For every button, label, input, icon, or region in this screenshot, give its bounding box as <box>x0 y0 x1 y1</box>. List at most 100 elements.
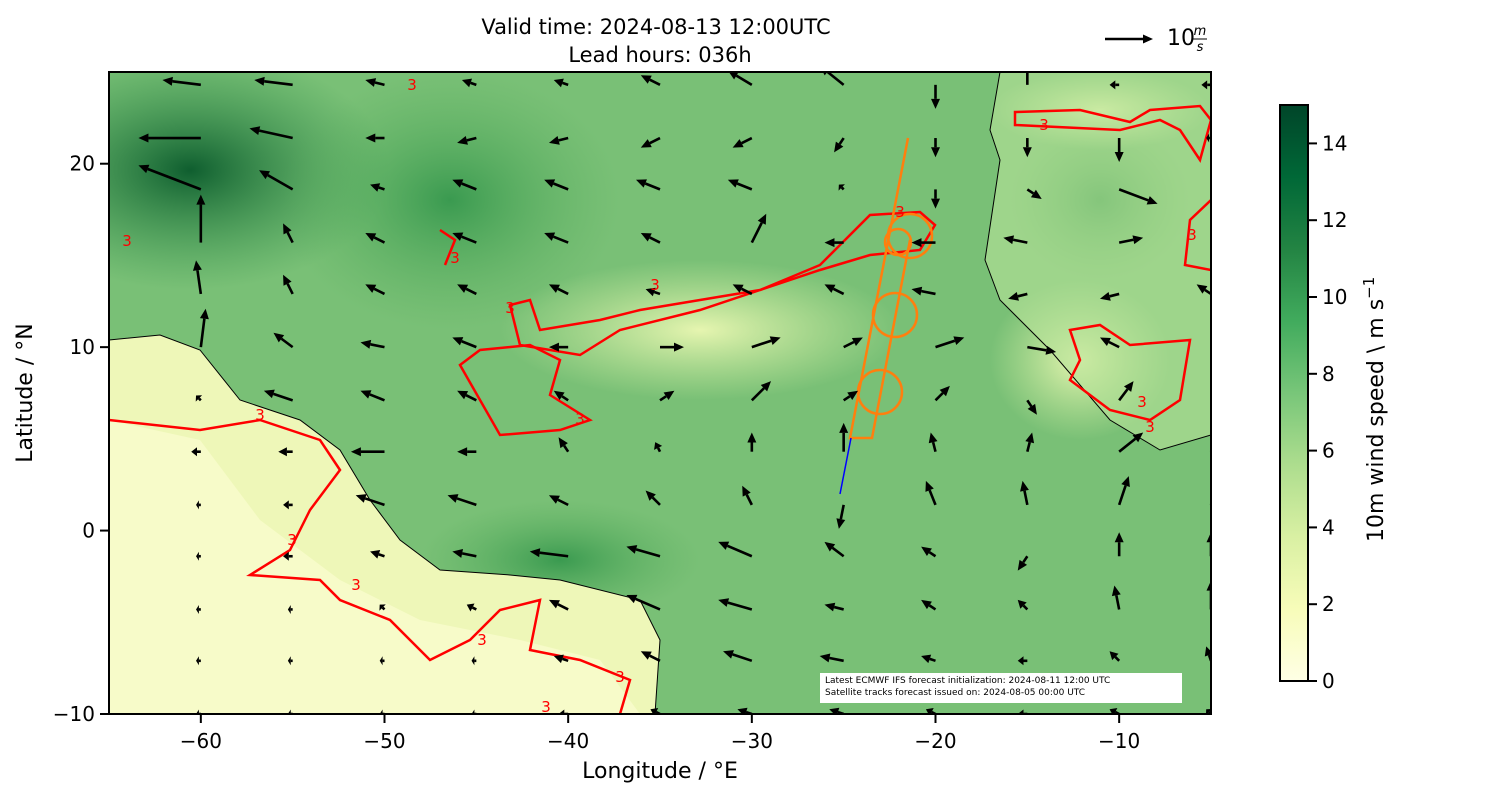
wind-arrow <box>640 232 661 244</box>
wind-arrow <box>278 447 293 457</box>
wind-arrow <box>640 136 661 148</box>
arrow-head <box>626 594 638 604</box>
arrow-shaft <box>1026 399 1033 408</box>
y-axis-label: Latitude / °N <box>13 323 38 462</box>
wind-arrow <box>842 390 859 402</box>
wind-arrow <box>654 442 663 453</box>
arrow-shaft <box>364 497 385 507</box>
arrow-shaft <box>840 186 845 191</box>
arrow-head <box>1220 376 1230 387</box>
arrow-head <box>457 136 468 145</box>
arrow-shaft <box>644 182 661 191</box>
y-tick-label: 20 <box>70 152 95 176</box>
wind-arrow <box>723 650 753 663</box>
arrow-head <box>452 179 464 188</box>
arrow-head <box>911 238 922 248</box>
wind-arrow <box>931 189 940 209</box>
arrow-shaft <box>196 270 203 295</box>
wind-arrow <box>1003 235 1028 245</box>
contour-label: 3 <box>122 232 132 250</box>
contour-labels: 3 3 3 3 3 3 3 3 3 3 3 3 3 3 3 3 3 <box>122 76 1197 714</box>
arrow-head <box>548 136 560 145</box>
wind-arrow <box>911 238 936 248</box>
wind-arrow <box>452 337 477 349</box>
arrow-shaft <box>1026 441 1031 453</box>
colorbar-tick-label: 14 <box>1322 131 1347 155</box>
arrow-head <box>249 126 261 135</box>
arrow-head <box>1003 235 1015 245</box>
colorbar-tick-label: 0 <box>1322 669 1335 693</box>
arrow-shaft <box>649 78 661 87</box>
arrow-head <box>1146 196 1158 205</box>
wind-arrow <box>747 432 757 452</box>
wind-arrow <box>636 179 661 191</box>
wind-arrow <box>1026 188 1042 199</box>
wind-arrow <box>1105 34 1153 44</box>
arrow-head <box>645 490 656 501</box>
arrow-shaft <box>750 387 765 402</box>
arrow-head <box>461 78 472 88</box>
wind-arrow <box>109 83 110 85</box>
arrow-shaft <box>635 597 661 611</box>
colorbar-tick-label: 6 <box>1322 439 1335 463</box>
arrow-head <box>90 185 100 194</box>
arrow-head <box>379 709 383 714</box>
arrow-shaft <box>373 236 386 244</box>
arrow-head <box>1201 80 1208 90</box>
arrow-head <box>1109 651 1119 661</box>
wind-arrow <box>732 136 753 148</box>
arrow-head <box>851 337 863 347</box>
arrow-shaft <box>267 174 294 191</box>
wind-arrow <box>1117 476 1130 506</box>
wind-arrow <box>360 339 385 349</box>
arrow-shaft <box>649 654 661 662</box>
arrow-head <box>196 500 199 510</box>
y-tick-label: 10 <box>70 335 95 359</box>
arrow-head <box>829 707 840 714</box>
contour-label: 3 <box>450 249 460 267</box>
wind-arrow <box>90 185 109 194</box>
wind-arrow <box>1027 345 1057 355</box>
wind-arrow <box>660 342 684 352</box>
annotation: Latest ECMWF IFS forecast initialization… <box>825 676 1110 686</box>
contour-label: 3 <box>615 668 625 686</box>
arrow-head <box>1025 432 1035 444</box>
arrow-shaft <box>466 136 477 142</box>
arrow-head <box>104 500 107 509</box>
arrow-head <box>471 709 475 714</box>
arrow-head <box>529 548 541 558</box>
wind-arrow <box>548 599 569 611</box>
wind-arrow <box>287 656 293 666</box>
arrow-shaft <box>1115 594 1121 610</box>
arrow-head <box>732 139 744 148</box>
colorbar-label-exponent: −1 <box>1360 277 1378 299</box>
wind-arrow <box>824 238 844 248</box>
satellite-track <box>848 137 934 440</box>
wind-arrow <box>195 395 203 402</box>
arrow-head <box>769 336 781 345</box>
arrow-shaft <box>471 606 477 611</box>
arrow-shaft <box>929 657 936 663</box>
wind-arrow <box>360 390 385 402</box>
wind-arrow <box>824 284 845 296</box>
wind-arrow <box>196 500 201 510</box>
wind-arrow <box>1118 432 1144 453</box>
wind-arrow <box>249 126 293 140</box>
arrow-head <box>104 605 107 614</box>
arrow-head <box>640 139 652 148</box>
wind-arrow <box>553 390 569 402</box>
arrow-head <box>931 198 940 209</box>
wind-arrow <box>457 284 477 296</box>
arrow-head <box>911 286 923 296</box>
wind-arrow <box>659 390 675 402</box>
arrow-shaft <box>558 136 569 142</box>
arrow-shaft <box>735 74 753 86</box>
wind-arrow <box>1008 291 1028 301</box>
arrow-head <box>732 284 744 293</box>
arrow-shaft <box>1209 398 1211 401</box>
arrow-head <box>138 164 150 174</box>
arrow-shaft <box>370 343 385 349</box>
arrow-head <box>365 232 377 242</box>
arrow-head <box>273 332 285 343</box>
arrow-head <box>824 541 836 552</box>
